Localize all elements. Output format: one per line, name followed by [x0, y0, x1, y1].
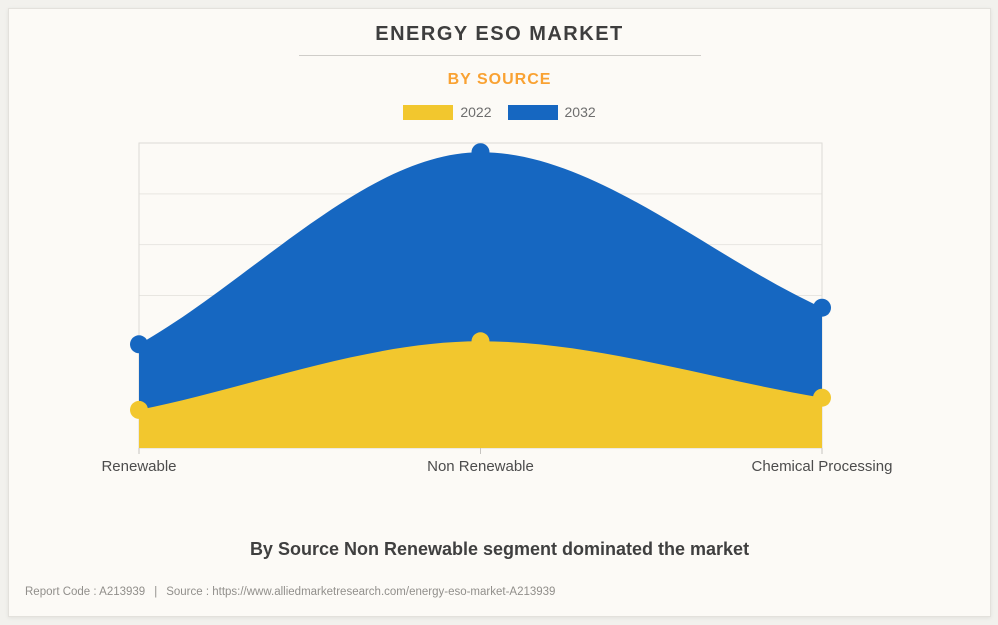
chart-legend: 2022 2032	[9, 104, 990, 120]
legend-label-2022: 2022	[460, 104, 492, 120]
chart-subtitle: BY SOURCE	[447, 71, 552, 88]
chart-card: ENERGY ESO MARKET BY SOURCE 2022 2032 By …	[8, 8, 991, 617]
footer-separator: |	[154, 586, 158, 598]
source-url-text: Source : https://www.alliedmarketresearc…	[166, 586, 556, 598]
legend-label-2032: 2032	[564, 104, 596, 120]
title-divider	[298, 55, 701, 56]
legend-swatch-2022	[403, 104, 454, 120]
footer: Report Code : A213939 | Source : https:/…	[25, 586, 555, 598]
legend-item-2032[interactable]: 2032	[507, 104, 596, 120]
legend-swatch-2032	[507, 104, 558, 120]
report-code-text: Report Code : A213939	[25, 586, 146, 598]
chart-caption: By Source Non Renewable segment dominate…	[249, 539, 750, 559]
chart-title: ENERGY ESO MARKET	[375, 23, 624, 45]
legend-item-2022[interactable]: 2022	[403, 104, 492, 120]
